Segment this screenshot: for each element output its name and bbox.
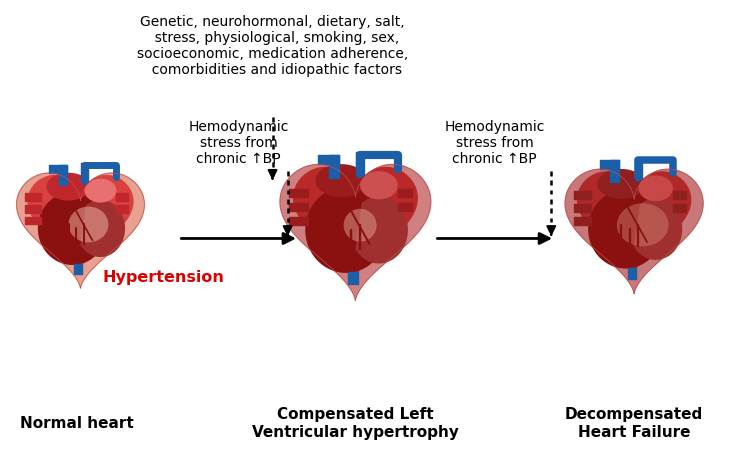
Polygon shape [280, 165, 431, 301]
Polygon shape [28, 176, 133, 271]
Polygon shape [578, 173, 691, 274]
Polygon shape [39, 193, 103, 265]
Polygon shape [293, 168, 417, 279]
Polygon shape [306, 188, 382, 272]
Polygon shape [565, 170, 703, 294]
Text: Hemodynamic
stress from
chronic ↑BP: Hemodynamic stress from chronic ↑BP [188, 120, 289, 166]
Polygon shape [81, 201, 125, 257]
Polygon shape [17, 174, 144, 289]
Ellipse shape [315, 165, 367, 198]
Ellipse shape [85, 179, 116, 203]
Text: Compensated Left
Ventricular hypertrophy: Compensated Left Ventricular hypertrophy [252, 406, 459, 439]
Ellipse shape [597, 170, 645, 199]
Ellipse shape [69, 207, 108, 243]
Text: Hemodynamic
stress from
chronic ↑BP: Hemodynamic stress from chronic ↑BP [445, 120, 545, 166]
Ellipse shape [47, 173, 91, 201]
Polygon shape [356, 198, 407, 263]
Text: Genetic, neurohormonal, dietary, salt,
  stress, physiological, smoking, sex,
so: Genetic, neurohormonal, dietary, salt, s… [137, 15, 408, 77]
Polygon shape [589, 191, 658, 268]
Text: Hypertension: Hypertension [102, 270, 225, 285]
Ellipse shape [638, 176, 673, 202]
Ellipse shape [617, 204, 668, 247]
Text: Decompensated
Heart Failure: Decompensated Heart Failure [565, 406, 703, 439]
Ellipse shape [344, 209, 376, 242]
Ellipse shape [360, 172, 398, 200]
Text: Normal heart: Normal heart [20, 415, 134, 430]
Polygon shape [635, 199, 681, 260]
